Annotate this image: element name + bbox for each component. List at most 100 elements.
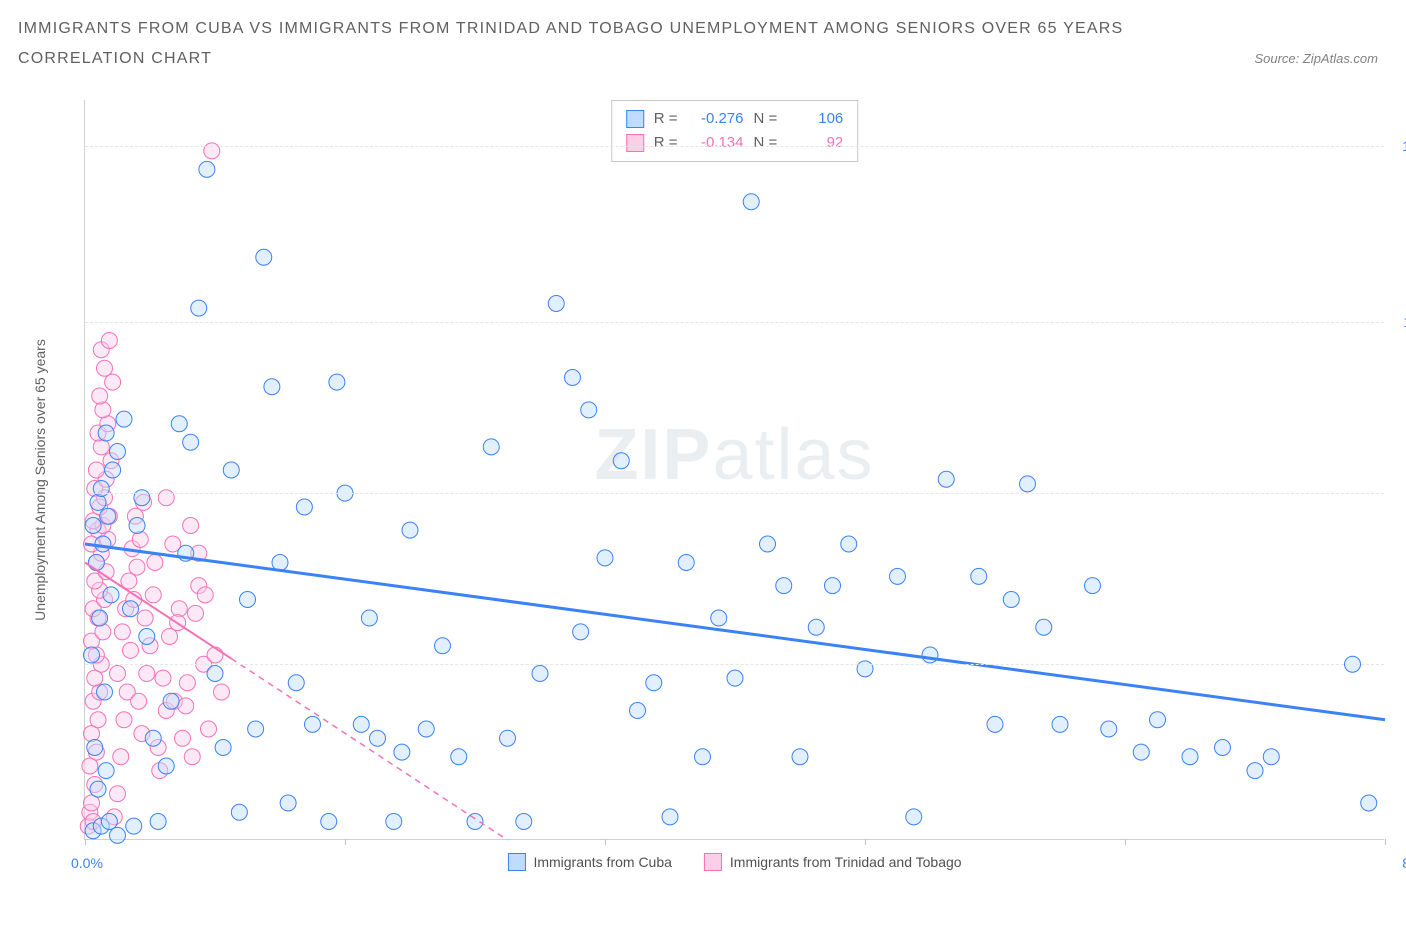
- data-point: [129, 559, 145, 575]
- data-point: [98, 763, 114, 779]
- data-point: [264, 379, 280, 395]
- data-point: [1133, 744, 1149, 760]
- data-point: [101, 333, 117, 349]
- data-point: [116, 411, 132, 427]
- data-point: [101, 814, 117, 830]
- data-point: [110, 444, 126, 460]
- data-point: [613, 453, 629, 469]
- data-point: [231, 804, 247, 820]
- data-point: [808, 619, 824, 635]
- data-point: [361, 610, 377, 626]
- data-point: [776, 578, 792, 594]
- y-tick-label: 15.0%: [1392, 138, 1406, 154]
- data-point: [573, 624, 589, 640]
- data-point: [179, 675, 195, 691]
- data-point: [1215, 740, 1231, 756]
- data-point: [105, 462, 121, 478]
- data-point: [139, 629, 155, 645]
- x-tick: [345, 839, 346, 845]
- data-point: [695, 749, 711, 765]
- trend-line-dashed: [231, 659, 507, 840]
- data-point: [296, 499, 312, 515]
- data-point: [201, 721, 217, 737]
- data-point: [116, 712, 132, 728]
- data-point: [137, 610, 153, 626]
- data-point: [353, 716, 369, 732]
- data-point: [95, 402, 111, 418]
- data-point: [223, 462, 239, 478]
- data-point: [129, 518, 145, 534]
- data-point: [727, 670, 743, 686]
- data-point: [110, 827, 126, 843]
- data-point: [88, 462, 104, 478]
- data-point: [113, 749, 129, 765]
- legend: Immigrants from Cuba Immigrants from Tri…: [507, 853, 961, 871]
- data-point: [1003, 592, 1019, 608]
- data-point: [90, 712, 106, 728]
- x-tick: [85, 839, 86, 845]
- data-point: [88, 555, 104, 571]
- data-point: [171, 416, 187, 432]
- data-point: [87, 740, 103, 756]
- data-point: [145, 730, 161, 746]
- data-point: [321, 814, 337, 830]
- stats-row-trinidad: R = -0.134 N = 92: [626, 131, 844, 155]
- x-min-label: 0.0%: [71, 855, 103, 871]
- data-point: [386, 814, 402, 830]
- data-point: [191, 300, 207, 316]
- data-point: [145, 587, 161, 603]
- data-point: [98, 425, 114, 441]
- chart-title-line2: CORRELATION CHART: [18, 44, 212, 74]
- data-point: [110, 786, 126, 802]
- data-point: [922, 647, 938, 663]
- chart-container: Unemployment Among Seniors over 65 years…: [60, 100, 1390, 860]
- y-tick-label: 7.5%: [1392, 485, 1406, 501]
- data-point: [581, 402, 597, 418]
- data-point: [175, 730, 191, 746]
- data-point: [90, 781, 106, 797]
- data-point: [565, 370, 581, 386]
- data-point: [1036, 619, 1052, 635]
- data-point: [971, 568, 987, 584]
- data-point: [85, 518, 101, 534]
- y-axis-label: Unemployment Among Seniors over 65 years: [32, 339, 48, 621]
- data-point: [95, 536, 111, 552]
- data-point: [532, 666, 548, 682]
- data-point: [451, 749, 467, 765]
- data-point: [280, 795, 296, 811]
- data-point: [214, 684, 230, 700]
- data-point: [132, 531, 148, 547]
- data-point: [646, 675, 662, 691]
- legend-swatch-trinidad: [704, 853, 722, 871]
- legend-item-cuba: Immigrants from Cuba: [507, 853, 671, 871]
- data-point: [114, 624, 130, 640]
- data-point: [90, 494, 106, 510]
- swatch-cuba: [626, 110, 644, 128]
- data-point: [678, 555, 694, 571]
- data-point: [548, 296, 564, 312]
- y-tick-label: 11.2%: [1392, 314, 1406, 330]
- data-point: [500, 730, 516, 746]
- data-point: [248, 721, 264, 737]
- data-point: [483, 439, 499, 455]
- data-point: [1020, 476, 1036, 492]
- data-point: [162, 629, 178, 645]
- data-point: [743, 194, 759, 210]
- data-point: [178, 698, 194, 714]
- data-point: [147, 555, 163, 571]
- data-point: [418, 721, 434, 737]
- x-tick: [1125, 839, 1126, 845]
- data-point: [184, 749, 200, 765]
- data-point: [199, 161, 215, 177]
- data-point: [183, 434, 199, 450]
- chart-title-line1: IMMIGRANTS FROM CUBA VS IMMIGRANTS FROM …: [18, 14, 1388, 44]
- data-point: [825, 578, 841, 594]
- data-point: [126, 818, 142, 834]
- data-point: [155, 670, 171, 686]
- data-point: [1361, 795, 1377, 811]
- data-point: [1101, 721, 1117, 737]
- data-point: [987, 716, 1003, 732]
- data-point: [92, 388, 108, 404]
- swatch-trinidad: [626, 134, 644, 152]
- data-point: [890, 568, 906, 584]
